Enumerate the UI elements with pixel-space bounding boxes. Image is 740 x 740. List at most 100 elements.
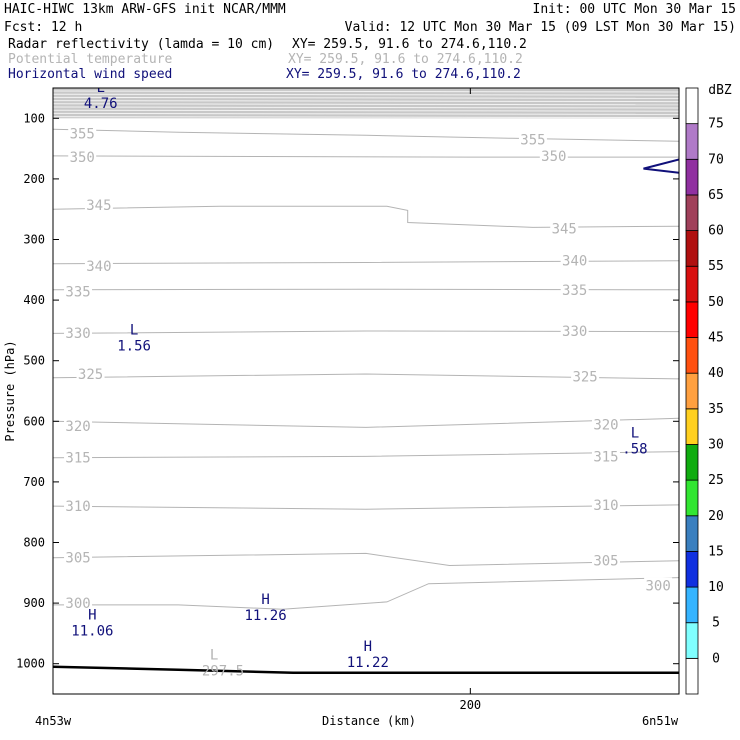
y-tick-label: 500 — [23, 354, 45, 368]
x-left-endpoint-label: 4n53w — [35, 714, 72, 728]
y-axis-title: Pressure (hPa) — [3, 340, 17, 441]
colorbar-label: 30 — [708, 437, 724, 452]
colorbar: 0 5 10 15 20 25 30 35 40 45 50 55 60 65 70 75 — [685, 87, 724, 695]
field-xy-theta: XY= 259.5, 91.6 to 274.6,110.2 — [288, 52, 523, 67]
colorbar-swatch — [685, 87, 699, 125]
y-tick-label: 400 — [23, 293, 45, 307]
wind-extremum-value: 4.76 — [84, 96, 118, 112]
theta-contour-label: 330 — [562, 324, 587, 340]
theta-contour-label: 340 — [86, 259, 111, 275]
field-xy-reflectivity: XY= 259.5, 91.6 to 274.6,110.2 — [292, 37, 527, 52]
theta-contour-355 — [53, 128, 679, 142]
colorbar-swatch — [685, 657, 699, 695]
theta-contour-345 — [53, 205, 679, 228]
theta-label-bg — [560, 252, 589, 268]
colorbar-label: 40 — [708, 366, 724, 381]
wind-extremum-marker: H — [88, 607, 96, 623]
theta-label-bg — [76, 366, 105, 382]
theta-contour-label: 325 — [78, 367, 103, 383]
theta-contour-300 — [53, 577, 679, 610]
theta-label-bg — [64, 549, 93, 565]
colorbar-label: 5 — [712, 616, 720, 631]
colorbar-title: dBZ — [708, 83, 732, 98]
wind-extremum-marker: L — [97, 80, 105, 96]
wind-extremum-marker: L — [631, 426, 639, 442]
theta-label-bg — [539, 147, 568, 163]
colorbar-label: 65 — [708, 188, 724, 203]
theta-contour-label: 320 — [65, 419, 90, 435]
wind-extremum-marker: H — [261, 592, 269, 608]
theta-contour-label: 305 — [65, 551, 90, 567]
shaded-band-line — [53, 106, 679, 109]
colorbar-label: 15 — [708, 544, 724, 559]
theta-label-bg — [64, 449, 93, 465]
theta-label-bg — [68, 149, 97, 165]
shaded-band-line — [53, 100, 679, 103]
shaded-band-line — [53, 90, 679, 93]
plot-frame — [52, 87, 680, 695]
y-tick-label: 600 — [23, 414, 45, 428]
y-tick-label: 1000 — [16, 657, 45, 671]
colorbar-label: 0 — [712, 651, 720, 666]
colorbar-label: 45 — [708, 331, 724, 346]
x-tick-label: 200 — [459, 698, 481, 712]
theta-contour-label: 310 — [593, 498, 618, 514]
theta-contour-310 — [53, 504, 679, 510]
theta-contour-label: 300 — [645, 579, 670, 595]
theta-label-bg — [518, 131, 547, 147]
theta-extremum-marker: L — [210, 648, 218, 664]
header-line2-right: Valid: 12 UTC Mon 30 Mar 15 (09 LST Mon … — [345, 20, 736, 35]
colorbar-swatch — [685, 230, 699, 267]
colorbar-swatch — [685, 586, 699, 624]
colorbar-label: 25 — [708, 473, 724, 488]
terrain-line — [53, 665, 679, 675]
theta-contour-label: 340 — [562, 254, 587, 270]
colorbar-label: 20 — [708, 509, 724, 524]
theta-contour-label: 350 — [541, 149, 566, 165]
theta-contour-350 — [53, 155, 679, 158]
theta-contour-label: 315 — [65, 451, 90, 467]
y-tick-label: 900 — [23, 596, 45, 610]
theta-label-bg — [84, 258, 113, 274]
theta-contour-label: 315 — [593, 449, 618, 465]
colorbar-swatch — [685, 372, 699, 410]
colorbar-label: 10 — [708, 580, 724, 595]
shaded-band-line — [53, 109, 679, 112]
x-right-endpoint-label: 6n51w — [642, 714, 679, 728]
theta-contour-label: 320 — [593, 417, 618, 433]
header-line1-right: Init: 00 UTC Mon 30 Mar 15 — [533, 2, 737, 17]
colorbar-swatch — [685, 551, 699, 588]
wind-extremum-marker: L — [130, 323, 138, 339]
theta-contour-label: 325 — [572, 369, 597, 385]
y-tick-label: 800 — [23, 536, 45, 550]
colorbar-swatch — [685, 123, 699, 160]
shaded-band-line — [53, 112, 679, 115]
colorbar-label: 75 — [708, 117, 724, 132]
colorbar-label: 35 — [708, 402, 724, 417]
field-xy-wind: XY= 259.5, 91.6 to 274.6,110.2 — [286, 67, 521, 82]
colorbar-label: 55 — [708, 259, 724, 274]
theta-contour-label: 335 — [562, 283, 587, 299]
field-name-reflectivity: Radar reflectivity (lamda = 10 cm) — [8, 37, 274, 52]
theta-label-bg — [550, 220, 579, 236]
header-line1-left: HAIC-HIWC 13km ARW-GFS init NCAR/MMM — [4, 2, 286, 17]
theta-contour-label: 345 — [552, 222, 577, 238]
theta-contour-label: 310 — [65, 499, 90, 515]
theta-contour-label: 355 — [70, 126, 95, 142]
field-name-theta: Potential temperature — [8, 52, 173, 67]
colorbar-label: 60 — [708, 224, 724, 239]
wind-extremum-value: .58 — [622, 442, 647, 458]
wind-speed-contour — [643, 158, 679, 174]
theta-contour-label: 305 — [593, 554, 618, 570]
theta-contour-label: 355 — [520, 133, 545, 149]
theta-label-bg — [591, 416, 620, 432]
colorbar-swatch — [685, 158, 699, 196]
y-tick-label: 100 — [23, 111, 45, 125]
colorbar-swatch — [685, 265, 699, 303]
theta-label-bg — [68, 125, 97, 141]
colorbar-swatch — [685, 515, 699, 552]
colorbar-swatch — [685, 622, 699, 659]
theta-label-bg — [644, 577, 673, 593]
theta-label-bg — [64, 283, 93, 299]
wind-extremum-value: 11.26 — [245, 608, 287, 624]
